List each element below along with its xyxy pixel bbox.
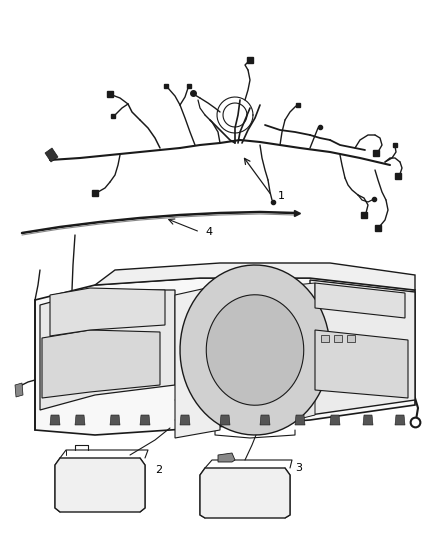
Polygon shape [95,263,415,290]
Polygon shape [35,278,415,435]
Polygon shape [110,415,120,425]
Polygon shape [40,290,175,410]
Text: 1: 1 [278,191,285,201]
Polygon shape [295,283,315,420]
Polygon shape [45,148,58,162]
Polygon shape [220,415,230,425]
Polygon shape [334,335,342,342]
Polygon shape [363,415,373,425]
Polygon shape [75,415,85,425]
Polygon shape [42,330,160,398]
Polygon shape [50,415,60,425]
Polygon shape [321,335,329,342]
Polygon shape [180,265,330,435]
Polygon shape [206,295,304,405]
Polygon shape [330,415,340,425]
Polygon shape [310,280,415,415]
Text: 3: 3 [295,463,302,473]
Text: 2: 2 [155,465,162,475]
Polygon shape [180,415,190,425]
Polygon shape [175,285,220,438]
Polygon shape [200,468,290,518]
Text: 4: 4 [205,227,212,237]
Polygon shape [315,330,408,398]
Polygon shape [347,335,355,342]
Polygon shape [15,383,23,397]
Polygon shape [395,415,405,425]
Polygon shape [218,453,235,462]
Polygon shape [50,288,165,336]
Polygon shape [55,458,145,512]
Polygon shape [295,415,305,425]
Polygon shape [315,283,405,318]
Polygon shape [140,415,150,425]
Polygon shape [260,415,270,425]
